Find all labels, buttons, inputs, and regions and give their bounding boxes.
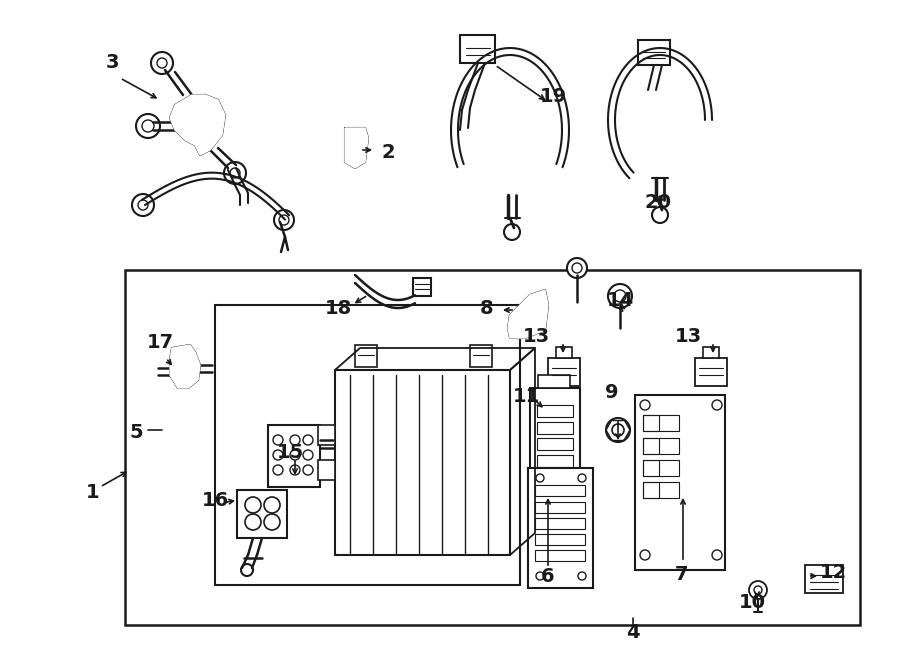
Bar [535, 518, 585, 529]
Bar [537, 405, 573, 417]
Circle shape [241, 564, 253, 576]
Bar [413, 278, 431, 296]
Text: 15: 15 [276, 442, 303, 461]
Bar [635, 395, 725, 570]
Bar [638, 40, 670, 65]
Bar [537, 422, 573, 434]
Bar [538, 375, 570, 388]
Text: 14: 14 [607, 290, 634, 309]
Bar [537, 470, 573, 482]
Circle shape [151, 52, 173, 74]
Circle shape [567, 258, 587, 278]
Text: 18: 18 [324, 299, 352, 317]
Text: 10: 10 [739, 594, 766, 613]
Text: 7: 7 [675, 564, 688, 584]
Bar [535, 534, 585, 545]
Polygon shape [345, 128, 368, 168]
Text: 6: 6 [541, 568, 554, 586]
Text: 4: 4 [626, 623, 640, 641]
Polygon shape [170, 95, 225, 155]
Bar [535, 550, 585, 561]
Text: 12: 12 [819, 563, 847, 582]
Polygon shape [170, 345, 200, 388]
Bar [318, 425, 335, 445]
Bar [460, 35, 495, 63]
Bar [643, 415, 659, 431]
Circle shape [608, 284, 632, 308]
Text: 13: 13 [674, 327, 702, 346]
Circle shape [274, 210, 294, 230]
Circle shape [652, 207, 668, 223]
Bar [535, 502, 585, 513]
Bar [643, 482, 679, 498]
Text: 11: 11 [512, 387, 540, 407]
Bar [537, 438, 573, 450]
Bar [535, 485, 585, 496]
Circle shape [136, 114, 160, 138]
Bar [355, 345, 377, 367]
Text: 20: 20 [644, 192, 671, 212]
Text: 16: 16 [202, 490, 229, 510]
Bar [318, 460, 335, 480]
Text: 19: 19 [539, 87, 567, 106]
Text: 13: 13 [522, 327, 550, 346]
Bar [703, 347, 719, 358]
Circle shape [606, 418, 630, 442]
Bar [237, 490, 287, 538]
Bar [643, 438, 679, 454]
Bar [643, 460, 679, 476]
Circle shape [749, 581, 767, 599]
Bar [537, 455, 573, 467]
Circle shape [224, 162, 246, 184]
Text: 2: 2 [382, 143, 395, 161]
Circle shape [132, 194, 154, 216]
Bar [643, 482, 659, 498]
Bar [643, 460, 659, 476]
Bar [643, 415, 679, 431]
Bar [470, 345, 492, 367]
Bar [530, 388, 580, 493]
Text: 5: 5 [130, 422, 143, 442]
Text: 9: 9 [605, 383, 619, 401]
Bar [556, 347, 572, 358]
Bar [528, 468, 593, 588]
Bar [643, 438, 659, 454]
Bar [695, 358, 727, 386]
Text: 17: 17 [147, 332, 174, 352]
Bar [805, 565, 843, 593]
Bar [548, 358, 580, 386]
Polygon shape [508, 290, 548, 338]
Circle shape [504, 224, 520, 240]
Bar [125, 270, 860, 625]
Bar [268, 425, 320, 487]
Bar [335, 370, 510, 555]
Text: 3: 3 [105, 52, 119, 71]
Text: 8: 8 [481, 299, 494, 317]
Text: 1: 1 [86, 483, 100, 502]
Bar [215, 305, 520, 585]
